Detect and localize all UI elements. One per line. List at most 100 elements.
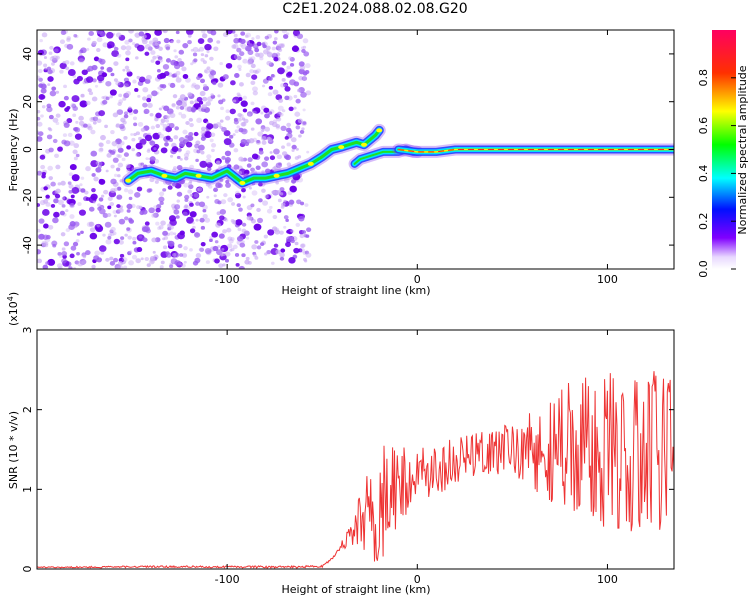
noise-speckle [66, 37, 71, 42]
noise-speckle [165, 119, 170, 123]
noise-speckle [202, 213, 208, 219]
noise-speckle [225, 115, 231, 121]
noise-speckle [270, 74, 275, 78]
noise-speckle [115, 209, 121, 214]
noise-speckle [37, 203, 41, 207]
noise-speckle [293, 81, 300, 87]
noise-speckle [82, 123, 88, 128]
noise-speckle [268, 120, 275, 126]
noise-speckle [195, 158, 199, 162]
ridge-peak [125, 178, 132, 183]
noise-speckle [186, 106, 193, 112]
noise-speckle [65, 66, 70, 71]
noise-speckle [127, 189, 134, 195]
noise-speckle [105, 80, 112, 87]
noise-speckle [76, 75, 83, 82]
noise-speckle [71, 186, 80, 194]
noise-speckle [281, 61, 287, 66]
noise-speckle [57, 182, 62, 186]
noise-speckle [148, 207, 155, 214]
noise-speckle [106, 31, 114, 39]
noise-speckle [189, 193, 193, 197]
noise-speckle [159, 265, 164, 269]
noise-speckle [128, 196, 133, 201]
noise-speckle [251, 190, 258, 196]
noise-speckle [136, 186, 143, 192]
noise-speckle [57, 199, 64, 206]
noise-speckle [138, 136, 142, 141]
noise-speckle [241, 128, 248, 135]
noise-speckle [96, 48, 101, 53]
noise-speckle [251, 153, 259, 160]
noise-speckle [94, 250, 101, 256]
noise-speckle [59, 69, 64, 74]
noise-speckle [106, 213, 112, 218]
noise-speckle [141, 143, 145, 147]
noise-speckle [84, 190, 89, 195]
noise-speckle [170, 59, 177, 66]
noise-speckle [89, 227, 96, 233]
snr-x-tick-label: 100 [597, 573, 618, 586]
noise-speckle [37, 116, 41, 121]
noise-speckle [285, 218, 289, 223]
noise-speckle [146, 149, 151, 153]
noise-speckle [45, 234, 51, 240]
noise-speckle [66, 105, 71, 110]
noise-speckle [51, 62, 55, 66]
noise-speckle [217, 94, 221, 98]
noise-speckle [127, 235, 132, 240]
spectrogram-x-tick-label: -100 [215, 273, 240, 286]
noise-speckle [159, 191, 165, 197]
noise-speckle [296, 199, 302, 205]
noise-speckle [51, 86, 57, 91]
noise-speckle [102, 213, 109, 218]
noise-speckle [162, 127, 166, 131]
noise-speckle [222, 263, 226, 267]
noise-speckle [50, 203, 56, 208]
noise-speckle [97, 206, 102, 211]
noise-speckle [149, 140, 156, 146]
noise-speckle [191, 82, 197, 87]
noise-speckle [258, 150, 264, 155]
noise-speckle [63, 241, 70, 247]
noise-speckle [45, 194, 50, 199]
noise-speckle [280, 205, 285, 209]
noise-speckle [277, 48, 283, 52]
noise-speckle [172, 253, 177, 257]
noise-speckle [78, 53, 83, 56]
noise-speckle [187, 181, 192, 186]
noise-speckle [169, 154, 174, 158]
noise-speckle [226, 227, 232, 233]
noise-speckle [135, 131, 141, 136]
noise-speckle [38, 218, 45, 224]
ridge-peak [239, 180, 246, 185]
noise-speckle [37, 258, 43, 264]
noise-speckle [291, 179, 297, 184]
noise-speckle [251, 37, 255, 41]
noise-speckle [301, 48, 306, 54]
noise-speckle [185, 150, 191, 155]
noise-speckle [260, 111, 264, 115]
noise-speckle [213, 194, 217, 198]
snr-y-tick-label: 0 [21, 566, 34, 573]
noise-speckle [287, 190, 293, 196]
noise-speckle [182, 129, 188, 135]
noise-speckle [184, 194, 190, 200]
noise-speckle [240, 138, 247, 145]
noise-speckle [160, 118, 166, 123]
noise-speckle [175, 70, 181, 76]
noise-speckle [113, 238, 120, 245]
noise-speckle [264, 126, 271, 132]
noise-speckle [237, 170, 243, 175]
noise-speckle [58, 254, 63, 258]
noise-speckle [221, 155, 226, 160]
noise-speckle [119, 179, 124, 183]
colorbar: 0.0 0.2 0.4 0.6 0.8 Normalized spectral ampl… [697, 30, 749, 278]
noise-speckle [120, 236, 125, 240]
noise-speckle [288, 106, 294, 112]
noise-speckle [154, 42, 159, 46]
noise-speckle [67, 181, 72, 185]
noise-speckle [217, 245, 221, 248]
noise-speckle [271, 46, 276, 51]
noise-speckle [217, 200, 222, 205]
